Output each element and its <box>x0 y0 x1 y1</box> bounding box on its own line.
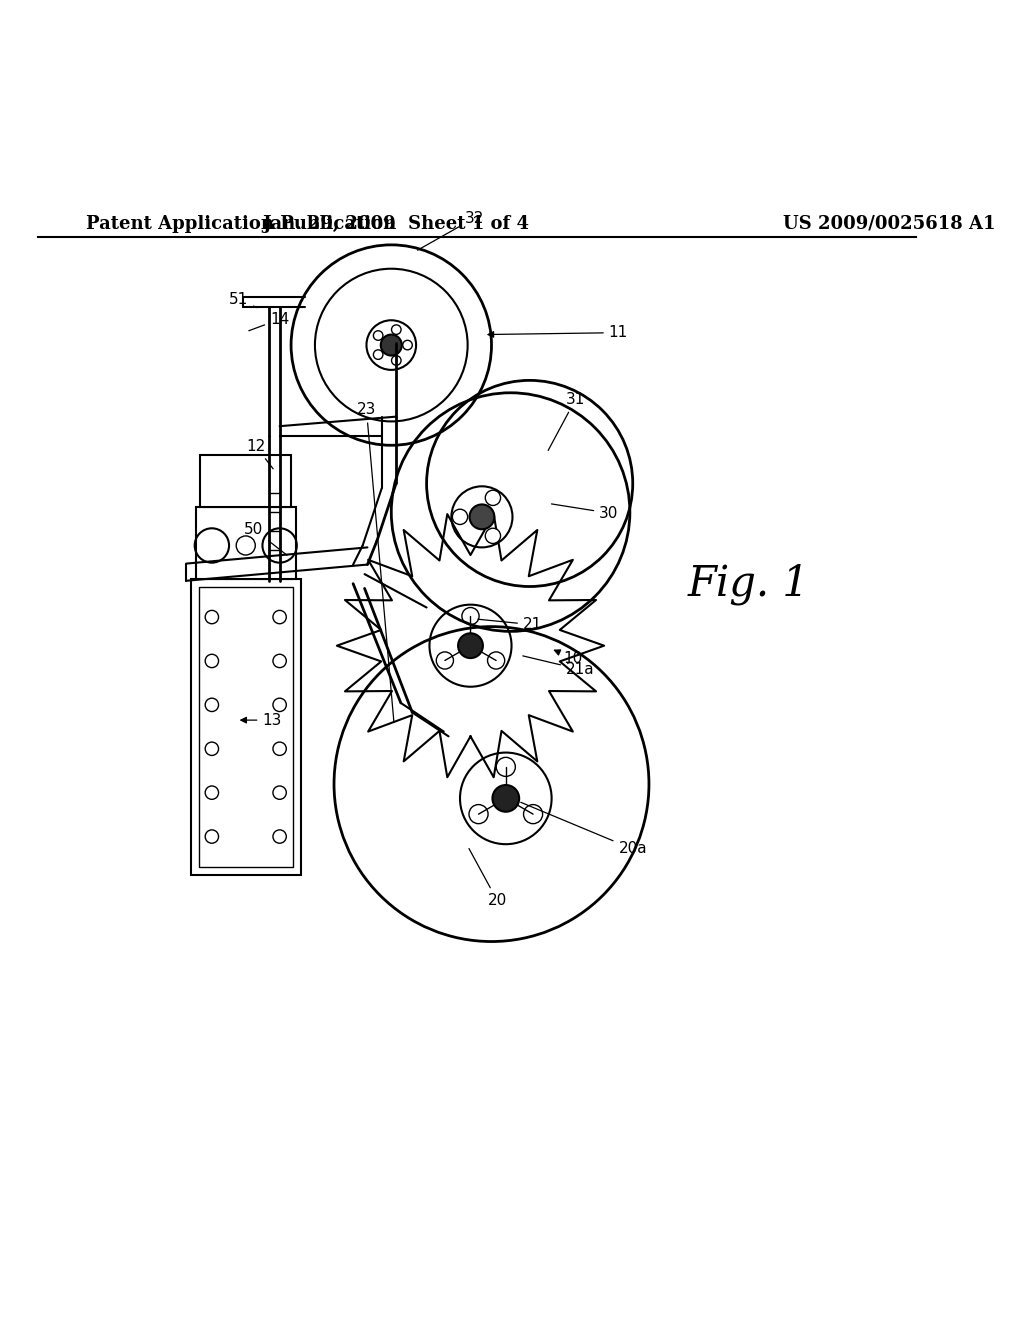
Bar <box>190 579 301 875</box>
Text: 13: 13 <box>241 713 282 727</box>
Text: 51: 51 <box>229 292 257 308</box>
Circle shape <box>523 805 543 824</box>
Text: 30: 30 <box>552 504 618 520</box>
Circle shape <box>485 528 501 544</box>
Circle shape <box>458 634 483 659</box>
Bar <box>201 455 291 507</box>
Text: 21: 21 <box>478 618 542 632</box>
Text: 14: 14 <box>249 312 289 331</box>
Circle shape <box>487 652 505 669</box>
Text: 23: 23 <box>356 403 394 722</box>
Text: Jan. 29, 2009  Sheet 1 of 4: Jan. 29, 2009 Sheet 1 of 4 <box>262 215 529 232</box>
Text: 21a: 21a <box>523 656 595 677</box>
Circle shape <box>470 504 495 529</box>
Circle shape <box>497 758 515 776</box>
Text: 32: 32 <box>418 211 484 251</box>
Circle shape <box>436 652 454 669</box>
Circle shape <box>462 607 479 624</box>
Circle shape <box>485 490 501 506</box>
Text: 20a: 20a <box>521 803 647 857</box>
Circle shape <box>453 510 468 524</box>
Text: 50: 50 <box>245 521 287 556</box>
Circle shape <box>381 334 401 355</box>
Text: 10: 10 <box>554 649 583 665</box>
Text: Patent Application Publication: Patent Application Publication <box>86 215 396 232</box>
Circle shape <box>469 805 488 824</box>
Text: 20: 20 <box>469 849 507 908</box>
Circle shape <box>493 785 519 812</box>
Text: 31: 31 <box>548 392 585 450</box>
Bar <box>199 586 293 867</box>
Text: 12: 12 <box>246 438 273 469</box>
Text: US 2009/0025618 A1: US 2009/0025618 A1 <box>782 215 995 232</box>
Bar <box>196 507 296 579</box>
Text: 11: 11 <box>488 325 628 341</box>
Text: Fig. 1: Fig. 1 <box>687 562 809 605</box>
